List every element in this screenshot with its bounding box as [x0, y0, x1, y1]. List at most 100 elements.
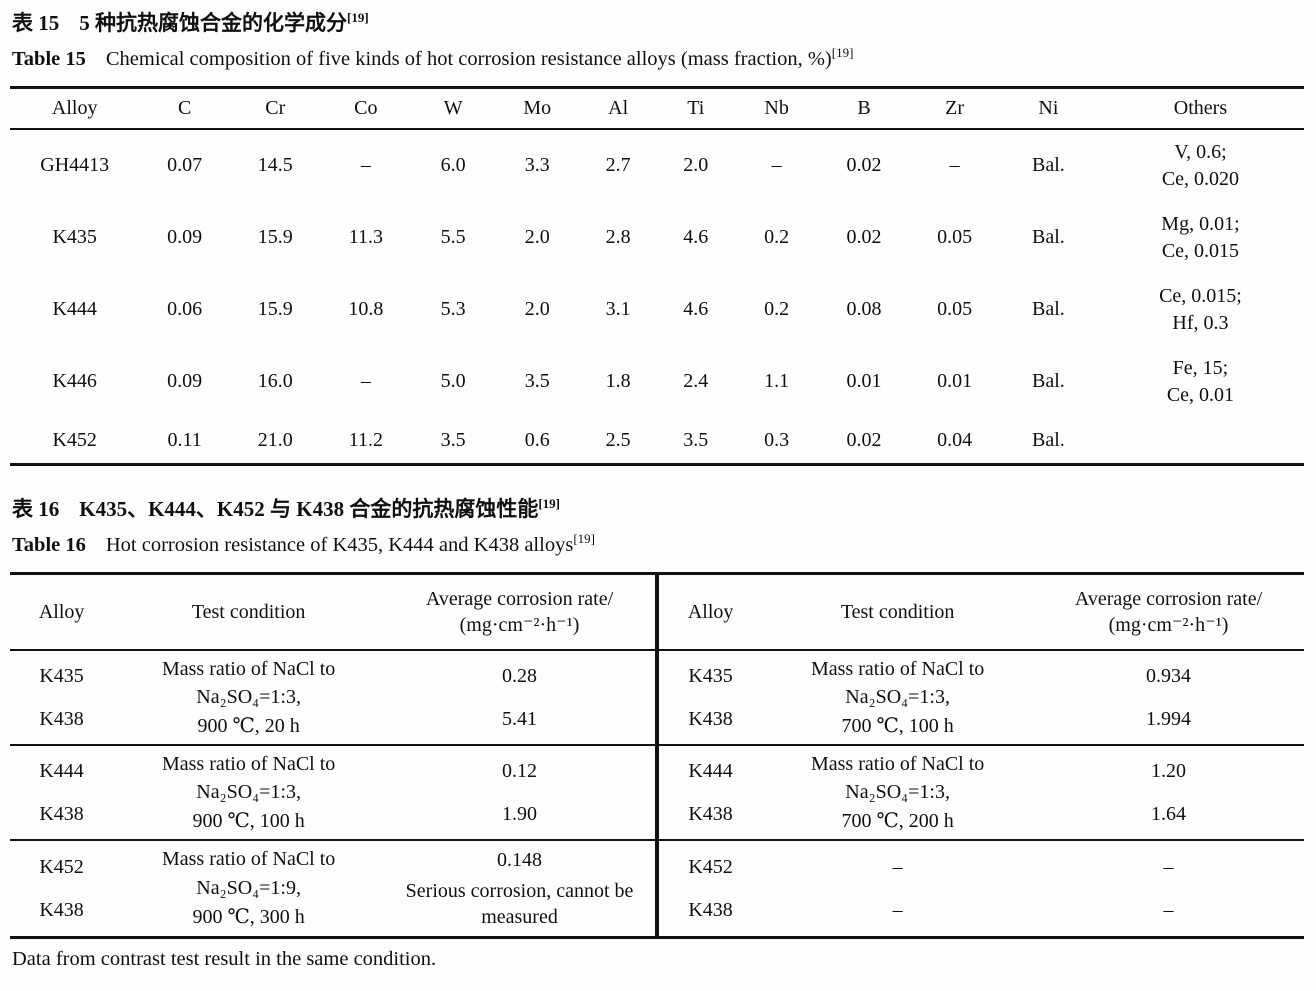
condition-line: 900 ℃, 300 h [192, 906, 305, 929]
rate-cell: 1.20 1.64 [1033, 746, 1304, 839]
cell-value: 0.04 [937, 428, 973, 451]
table-row-group: K452 K438 – – – – [659, 841, 1304, 936]
alloy-name: K438 [688, 802, 733, 825]
rate-cell: 0.28 5.41 [384, 651, 655, 744]
cell-value: 11.3 [348, 226, 383, 249]
cell-value: 2.0 [524, 298, 550, 321]
table16-caption-en: Table 16 Hot corrosion resistance of K435… [12, 532, 1304, 559]
table-row-group: K444 K438 Mass ratio of NaCl to Na₂SO₄=1… [10, 746, 655, 841]
column-header-zr: Zr [909, 87, 1000, 130]
column-header-al: Al [579, 87, 657, 130]
column-header-others: Others [1096, 87, 1304, 130]
cell-value: 2.8 [605, 226, 631, 249]
column-header-corrosion-rate: Average corrosion rate/ (mg·cm⁻²·h⁻¹) [425, 587, 614, 636]
cell-value: Bal. [1031, 298, 1065, 321]
rate-value: 0.934 [1146, 665, 1192, 688]
condition-cell: – – [762, 841, 1033, 936]
cell-others [1097, 418, 1304, 465]
cell-value: 0.01 [937, 370, 973, 393]
table16-hot-corrosion: Alloy Test condition Average corrosion r… [10, 571, 1304, 939]
condition-cell: Mass ratio of NaCl to Na₂SO₄=1:3, 700 ℃,… [762, 746, 1033, 839]
cell-value: Bal. [1031, 370, 1065, 393]
table-row-group: K435 K438 Mass ratio of NaCl to Na₂SO₄=1… [659, 651, 1304, 746]
table15-caption-zh: 表 15 5 种抗热腐蚀合金的化学成分[19] [12, 10, 1304, 37]
column-header-alloy: Alloy [38, 600, 85, 623]
condition-line: Na₂SO₄=1:3, [845, 686, 950, 709]
cell-value: 3.5 [683, 428, 709, 451]
cell-value: 2.7 [605, 154, 631, 177]
cell-others: Mg, 0.01; Ce, 0.015 [1161, 212, 1240, 262]
cell-value: 1.8 [605, 370, 631, 393]
table16-right-panel: Alloy Test condition Average corrosion r… [659, 575, 1304, 936]
cell-value: Bal. [1031, 226, 1065, 249]
alloy-name: K438 [39, 707, 84, 730]
rate-value: 0.148 [497, 849, 543, 872]
table16-caption-zh-ref: [19] [538, 495, 561, 511]
cell-value: 0.06 [167, 298, 203, 321]
rate-value: 1.20 [1151, 760, 1187, 783]
condition-cell: Mass ratio of NaCl to Na₂SO₄=1:3, 900 ℃,… [113, 651, 384, 744]
cell-value: 5.0 [440, 370, 466, 393]
cell-others: Ce, 0.015; Hf, 0.3 [1159, 284, 1242, 334]
condition-line: Mass ratio of NaCl to [161, 753, 336, 776]
cell-value: 10.8 [348, 298, 384, 321]
alloy-cell: K444 K438 [10, 746, 113, 839]
cell-value: 0.05 [937, 298, 973, 321]
table15-caption-en-label: Table 15 [12, 48, 86, 71]
cell-value: 3.1 [605, 298, 631, 321]
condition-line: – [892, 899, 903, 922]
table-row-group: K444 K438 Mass ratio of NaCl to Na₂SO₄=1… [659, 746, 1304, 841]
alloy-name: K452 [39, 855, 84, 878]
table15-caption-zh-ref: [19] [347, 10, 369, 25]
condition-line: Na₂SO₄=1:9, [196, 877, 301, 900]
table15-header-row: Alloy C Cr Co W Mo Al Ti Nb B Zr Ni Othe… [10, 87, 1304, 130]
cell-value: 0.02 [846, 428, 882, 451]
cell-value: – [771, 154, 782, 177]
panel-divider [655, 574, 659, 936]
column-header-test-condition: Test condition [191, 600, 306, 623]
table15-caption-en-text: Chemical composition of five kinds of ho… [105, 48, 832, 71]
cell-alloy: K446 [52, 370, 97, 393]
rate-cell: 0.148 Serious corrosion, cannot be measu… [384, 841, 655, 936]
cell-alloy: K435 [52, 226, 97, 249]
rate-cell: – – [1033, 841, 1304, 936]
cell-value: 0.2 [764, 298, 790, 321]
cell-value: 0.01 [846, 370, 882, 393]
table16-caption-zh-label: 表 16 [12, 496, 60, 521]
cell-value: 0.3 [764, 428, 790, 451]
rate-value: – [1163, 855, 1174, 878]
cell-value: 14.5 [257, 154, 293, 177]
condition-line: 900 ℃, 100 h [192, 809, 305, 832]
condition-line: Mass ratio of NaCl to [161, 658, 336, 681]
cell-value: 4.6 [683, 298, 709, 321]
table-row-k446: K446 0.09 16.0 – 5.0 3.5 1.8 2.4 1.1 0.0… [10, 346, 1304, 418]
table-row-group: K435 K438 Mass ratio of NaCl to Na₂SO₄=1… [10, 651, 655, 746]
table15-chemical-composition: Alloy C Cr Co W Mo Al Ti Nb B Zr Ni Othe… [10, 85, 1304, 466]
rate-value: Serious corrosion, cannot be measured [405, 879, 634, 928]
condition-line: Mass ratio of NaCl to [161, 848, 336, 871]
table16-right-header-row: Alloy Test condition Average corrosion r… [659, 575, 1304, 651]
condition-line: Mass ratio of NaCl to [810, 753, 985, 776]
table15-caption-zh-label: 表 15 [12, 11, 60, 35]
cell-value: Bal. [1031, 428, 1065, 451]
cell-value: 3.5 [524, 370, 550, 393]
cell-value: 11.2 [348, 428, 383, 451]
alloy-name: K438 [39, 899, 84, 922]
cell-value: 4.6 [683, 226, 709, 249]
cell-value: 5.3 [440, 298, 466, 321]
cell-value: 2.5 [605, 428, 631, 451]
cell-value: – [360, 370, 371, 393]
table16-caption-zh-text: K435、K444、K452 与 K438 合金的抗热腐蚀性能 [79, 496, 539, 521]
cell-value: – [360, 154, 371, 177]
cell-value: 3.5 [440, 428, 466, 451]
column-header-cr: Cr [229, 87, 321, 130]
cell-value: 0.08 [846, 298, 882, 321]
cell-value: 15.9 [257, 298, 293, 321]
column-header-corrosion-rate: Average corrosion rate/ (mg·cm⁻²·h⁻¹) [1074, 587, 1263, 636]
cell-value: 6.0 [440, 154, 466, 177]
column-header-b: B [818, 87, 910, 130]
condition-line: Mass ratio of NaCl to [810, 658, 985, 681]
cell-others: Fe, 15; Ce, 0.01 [1166, 356, 1235, 406]
condition-line: Na₂SO₄=1:3, [845, 781, 950, 804]
